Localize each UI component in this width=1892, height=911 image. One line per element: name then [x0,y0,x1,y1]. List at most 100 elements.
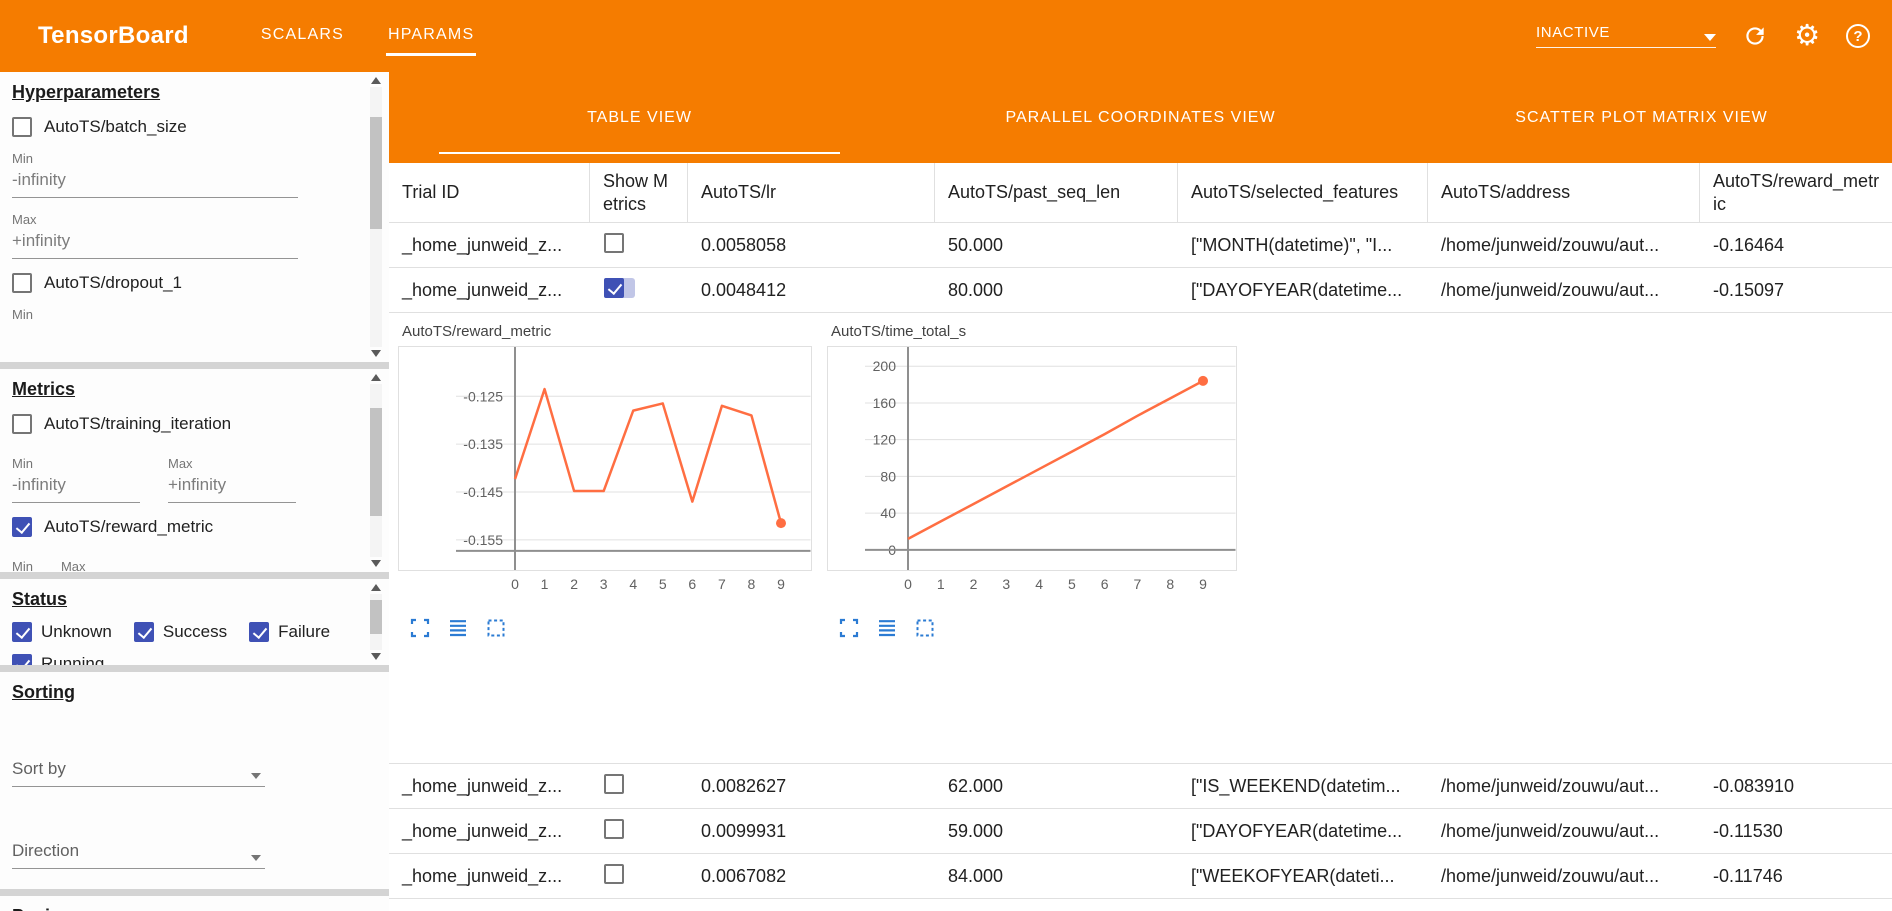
table-rows-bottom: _home_junweid_z... 0.0082627 62.000 ["IS… [389,764,1892,899]
tab-table-view[interactable]: TABLE VIEW [389,72,890,163]
col-lr[interactable]: AutoTS/lr [688,163,935,222]
show-metrics-checkbox[interactable] [604,278,624,298]
sorting-heading: Sorting [12,682,359,703]
selection-box-icon[interactable] [915,618,935,638]
table-row[interactable]: _home_junweid_z... 0.0082627 62.000 ["IS… [389,764,1892,809]
scrollbar-track[interactable] [370,384,382,557]
time-total-chart-block: AutoTS/time_total_s 04080120160200012345… [827,323,1237,638]
status-success: Success [134,622,227,642]
chart-title: AutoTS/time_total_s [831,323,1237,340]
dropdown-caret-icon [251,773,261,779]
svg-text:9: 9 [1199,576,1207,592]
refresh-button[interactable] [1742,23,1768,49]
direction-select[interactable]: Direction [12,837,265,869]
help-button[interactable]: ? [1846,24,1870,48]
scroll-down-icon[interactable] [371,560,381,567]
scroll-down-icon[interactable] [371,350,381,357]
status-label: Success [163,622,227,642]
cell-address: /home/junweid/zouwu/aut... [1428,821,1700,842]
cell-selected-features: ["MONTH(datetime)", "I... [1178,235,1428,256]
col-reward-metric[interactable]: AutoTS/reward_metric [1700,163,1892,222]
scroll-up-icon[interactable] [371,77,381,84]
minmax-row: Min -infinity Max +infinity [12,442,359,503]
svg-text:6: 6 [688,576,696,592]
cell-reward-metric: -0.11746 [1700,866,1892,887]
expand-icon[interactable] [410,618,430,638]
hparam-dropout-checkbox[interactable] [12,273,32,293]
hparam-batch-size-checkbox[interactable] [12,117,32,137]
direction-value: Direction [12,841,79,861]
refresh-icon [1742,23,1768,49]
show-metrics-checkbox[interactable] [604,233,624,253]
cell-reward-metric: -0.083910 [1700,776,1892,797]
scroll-up-icon[interactable] [371,584,381,591]
status-running-checkbox[interactable] [12,654,32,665]
col-show-metrics[interactable]: Show Metrics [590,163,688,222]
tab-hparams[interactable]: HPARAMS [386,16,476,56]
cell-past-seq-len: 50.000 [935,235,1178,256]
min-input[interactable]: -infinity [12,473,140,503]
list-icon[interactable] [448,618,468,638]
cell-selected-features: ["DAYOFYEAR(datetime... [1178,821,1428,842]
tab-scalars[interactable]: SCALARS [259,16,346,56]
metric-reward-metric-checkbox[interactable] [12,517,32,537]
min-label: Min [12,559,33,572]
hyperparameters-scrollbar[interactable] [369,77,383,357]
min-input[interactable]: -infinity [12,168,298,198]
table-header: Trial ID Show Metrics AutoTS/lr AutoTS/p… [389,163,1892,223]
min-field: Min [12,545,33,572]
run-status-select[interactable]: INACTIVE [1536,24,1716,48]
max-field: Max [61,545,86,572]
reward-metric-line-chart: -0.125-0.135-0.145-0.1550123456789 [398,346,812,597]
cell-address: /home/junweid/zouwu/aut... [1428,866,1700,887]
expand-icon[interactable] [839,618,859,638]
svg-text:80: 80 [880,468,896,484]
scrollbar-thumb[interactable] [370,117,382,229]
minmax-row: Min Max [12,545,359,572]
cell-lr: 0.0082627 [688,776,935,797]
scrollbar-track[interactable] [370,87,382,347]
status-running: Running [12,654,104,665]
scrollbar-thumb[interactable] [370,600,382,634]
status-success-checkbox[interactable] [134,622,154,642]
col-address[interactable]: AutoTS/address [1428,163,1700,222]
max-label: Max [61,559,86,572]
max-input[interactable]: +infinity [12,229,298,259]
tab-scatter-plot-matrix-view[interactable]: SCATTER PLOT MATRIX VIEW [1391,72,1892,163]
svg-text:5: 5 [659,576,667,592]
scroll-up-icon[interactable] [371,374,381,381]
chart-title: AutoTS/reward_metric [402,323,812,340]
max-field: Max +infinity [168,442,296,503]
show-metrics-checkbox[interactable] [604,864,624,884]
svg-text:160: 160 [873,395,897,411]
table-row[interactable]: _home_junweid_z... 0.0067082 84.000 ["WE… [389,854,1892,899]
scrollbar-thumb[interactable] [370,408,382,516]
svg-text:1: 1 [937,576,945,592]
list-icon[interactable] [877,618,897,638]
show-metrics-checkbox[interactable] [604,819,624,839]
show-metrics-checkbox[interactable] [604,774,624,794]
scrollbar-track[interactable] [370,594,382,650]
hyperparameters-panel: Hyperparameters AutoTS/batch_size Min -i… [0,72,389,362]
settings-button[interactable]: ⚙ [1794,22,1820,51]
table-row[interactable]: _home_junweid_z... 0.0058058 50.000 ["MO… [389,223,1892,268]
min-field: Min -infinity [12,151,359,198]
tab-parallel-coordinates-view[interactable]: PARALLEL COORDINATES VIEW [890,72,1391,163]
status-heading: Status [12,589,359,610]
paging-heading: Paging [12,906,359,911]
col-trial-id[interactable]: Trial ID [389,163,590,222]
metrics-scrollbar[interactable] [369,374,383,567]
table-row[interactable]: _home_junweid_z... 0.0048412 80.000 ["DA… [389,268,1892,313]
status-failure-checkbox[interactable] [249,622,269,642]
status-unknown-checkbox[interactable] [12,622,32,642]
svg-text:8: 8 [748,576,756,592]
sort-by-select[interactable]: Sort by [12,755,265,787]
status-scrollbar[interactable] [369,584,383,660]
col-selected-features[interactable]: AutoTS/selected_features [1178,163,1428,222]
metric-training-iteration-checkbox[interactable] [12,414,32,434]
table-row[interactable]: _home_junweid_z... 0.0099931 59.000 ["DA… [389,809,1892,854]
col-past-seq-len[interactable]: AutoTS/past_seq_len [935,163,1178,222]
max-input[interactable]: +infinity [168,473,296,503]
scroll-down-icon[interactable] [371,653,381,660]
selection-box-icon[interactable] [486,618,506,638]
